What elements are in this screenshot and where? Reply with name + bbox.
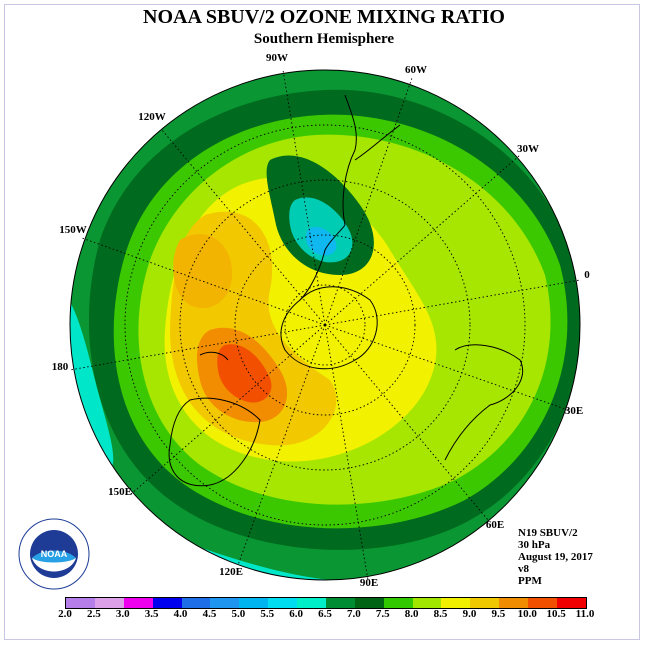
colorbar-tick-label: 9.0 [462, 608, 477, 620]
colorbar-swatch [181, 598, 211, 608]
colorbar-tick-label: 2.0 [58, 608, 72, 620]
colorbar-swatch [123, 598, 153, 608]
colorbar-tick-label: 5.5 [260, 608, 275, 620]
lon-label-90w: 90W [266, 52, 288, 64]
noaa-logo-text: NOAA [41, 549, 68, 559]
colorbar-swatch [239, 598, 269, 608]
info-level: 30 hPa [518, 539, 551, 551]
info-block: N19 SBUV/2 30 hPa August 19, 2017 v8 PPM [518, 527, 593, 587]
colorbar-swatch [383, 598, 413, 608]
colorbar-swatch [556, 598, 586, 608]
colorbar-tick-label: 4.0 [173, 608, 188, 620]
colorbar-tick-label: 10.5 [546, 608, 566, 620]
colorbar-swatch [268, 598, 297, 608]
colorbar-tick-label: 3.0 [115, 608, 130, 620]
colorbar-swatch [66, 598, 95, 608]
colorbar-swatch [325, 598, 355, 608]
colorbar-tick-label: 8.5 [433, 608, 448, 620]
colorbar-tick-label: 10.0 [517, 608, 537, 620]
colorbar-tick-label: 6.5 [318, 608, 332, 620]
colorbar [65, 597, 587, 609]
map-title: NOAA SBUV/2 OZONE MIXING RATIO [143, 6, 505, 28]
colorbar-swatch [499, 598, 528, 608]
lon-label-180: 180 [52, 361, 69, 373]
image-frame [4, 4, 640, 640]
lon-label-150w: 150W [59, 224, 87, 236]
lon-label-120w: 120W [138, 111, 166, 123]
lon-label-90e: 90E [360, 577, 378, 589]
colorbar-tick-label: 6.0 [289, 608, 303, 620]
longitude-labels: 90W 60W 30W 0 30E 60E 90E 120E 150E 180 … [52, 52, 591, 589]
colorbar-tick-label: 5.0 [231, 608, 246, 620]
colorbar-tick-label: 2.5 [87, 608, 101, 620]
colorbar-swatch [528, 598, 557, 608]
colorbar-swatch [470, 598, 500, 608]
lon-label-120e: 120E [219, 566, 243, 578]
info-satellite: N19 SBUV/2 [518, 527, 578, 539]
lon-label-150e: 150E [108, 486, 132, 498]
colorbar-swatch [412, 598, 442, 608]
lon-label-30w: 30W [517, 143, 539, 155]
colorbar-swatch [152, 598, 182, 608]
colorbar-tick-label: 7.5 [375, 608, 390, 620]
colorbar-swatch [94, 598, 124, 608]
colorbar-tick-label: 9.5 [491, 608, 506, 620]
lon-label-30e: 30E [565, 405, 583, 417]
lon-label-60e: 60E [486, 519, 504, 531]
noaa-logo: NOAA [18, 518, 90, 590]
map-subtitle: Southern Hemisphere [253, 31, 395, 47]
lon-label-0: 0 [584, 269, 590, 281]
colorbar-tick-label: 11.0 [575, 608, 595, 620]
graticule [69, 69, 581, 581]
colorbar-swatch [354, 598, 384, 608]
colorbar-tick-label: 7.0 [347, 608, 361, 620]
colorbar-swatch [210, 598, 240, 608]
info-version: v8 [518, 563, 529, 575]
lon-label-60w: 60W [405, 64, 427, 76]
info-units: PPM [518, 575, 542, 587]
colorbar-ticks: 2.0 2.5 3.0 3.5 4.0 4.5 5.0 5.5 6.0 6.5 7.0 7.5 8.0 8… [58, 608, 594, 622]
coastlines [168, 94, 524, 487]
info-date: August 19, 2017 [518, 551, 593, 563]
colorbar-swatch [297, 598, 326, 608]
colorbar-tick-label: 8.0 [404, 608, 419, 620]
ozone-field [70, 70, 580, 580]
colorbar-swatch [441, 598, 471, 608]
colorbar-tick-label: 4.5 [202, 608, 217, 620]
colorbar-tick-label: 3.5 [144, 608, 159, 620]
